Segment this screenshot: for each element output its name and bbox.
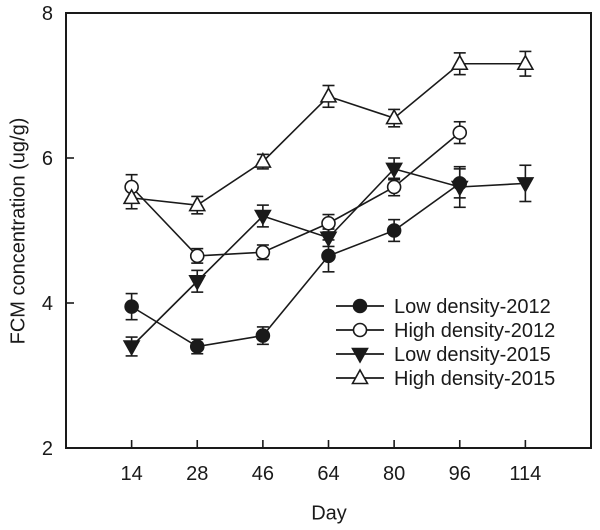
y-tick-label: 2 — [42, 438, 53, 460]
y-axis: 2 4 6 8 — [42, 3, 74, 460]
legend-label: Low density-2012 — [394, 296, 551, 318]
legend-item-low-density-2012: Low density-2012 — [336, 296, 551, 318]
x-tick-label: 80 — [383, 463, 405, 485]
y-tick-label: 4 — [42, 293, 53, 315]
series-markers-low-density-2015 — [122, 162, 535, 357]
legend-label: Low density-2015 — [394, 344, 551, 366]
x-tick-label: 114 — [509, 463, 541, 485]
x-tick-label: 96 — [449, 463, 471, 485]
plot-frame — [65, 12, 592, 449]
y-axis-title: FCM concentration (ug/g) — [7, 117, 30, 345]
y-tick-label: 6 — [42, 148, 53, 170]
x-tick-label: 14 — [121, 463, 143, 485]
x-tick-label: 28 — [186, 463, 208, 485]
series-markers-high-density-2012 — [124, 125, 468, 264]
legend-label: High density-2015 — [394, 368, 555, 390]
legend-item-high-density-2012: High density-2012 — [336, 320, 555, 342]
legend-label: High density-2012 — [394, 320, 555, 342]
legend-item-low-density-2015: Low density-2015 — [336, 344, 551, 366]
series-markers-high-density-2015 — [122, 54, 535, 212]
x-tick-label: 64 — [317, 463, 339, 485]
y-tick-label: 8 — [42, 3, 53, 25]
x-axis-title: Day — [311, 502, 347, 525]
x-tick-label: 46 — [252, 463, 274, 485]
x-axis: 14 28 46 64 80 96 114 — [121, 440, 541, 485]
legend-item-high-density-2015: High density-2015 — [336, 368, 555, 390]
